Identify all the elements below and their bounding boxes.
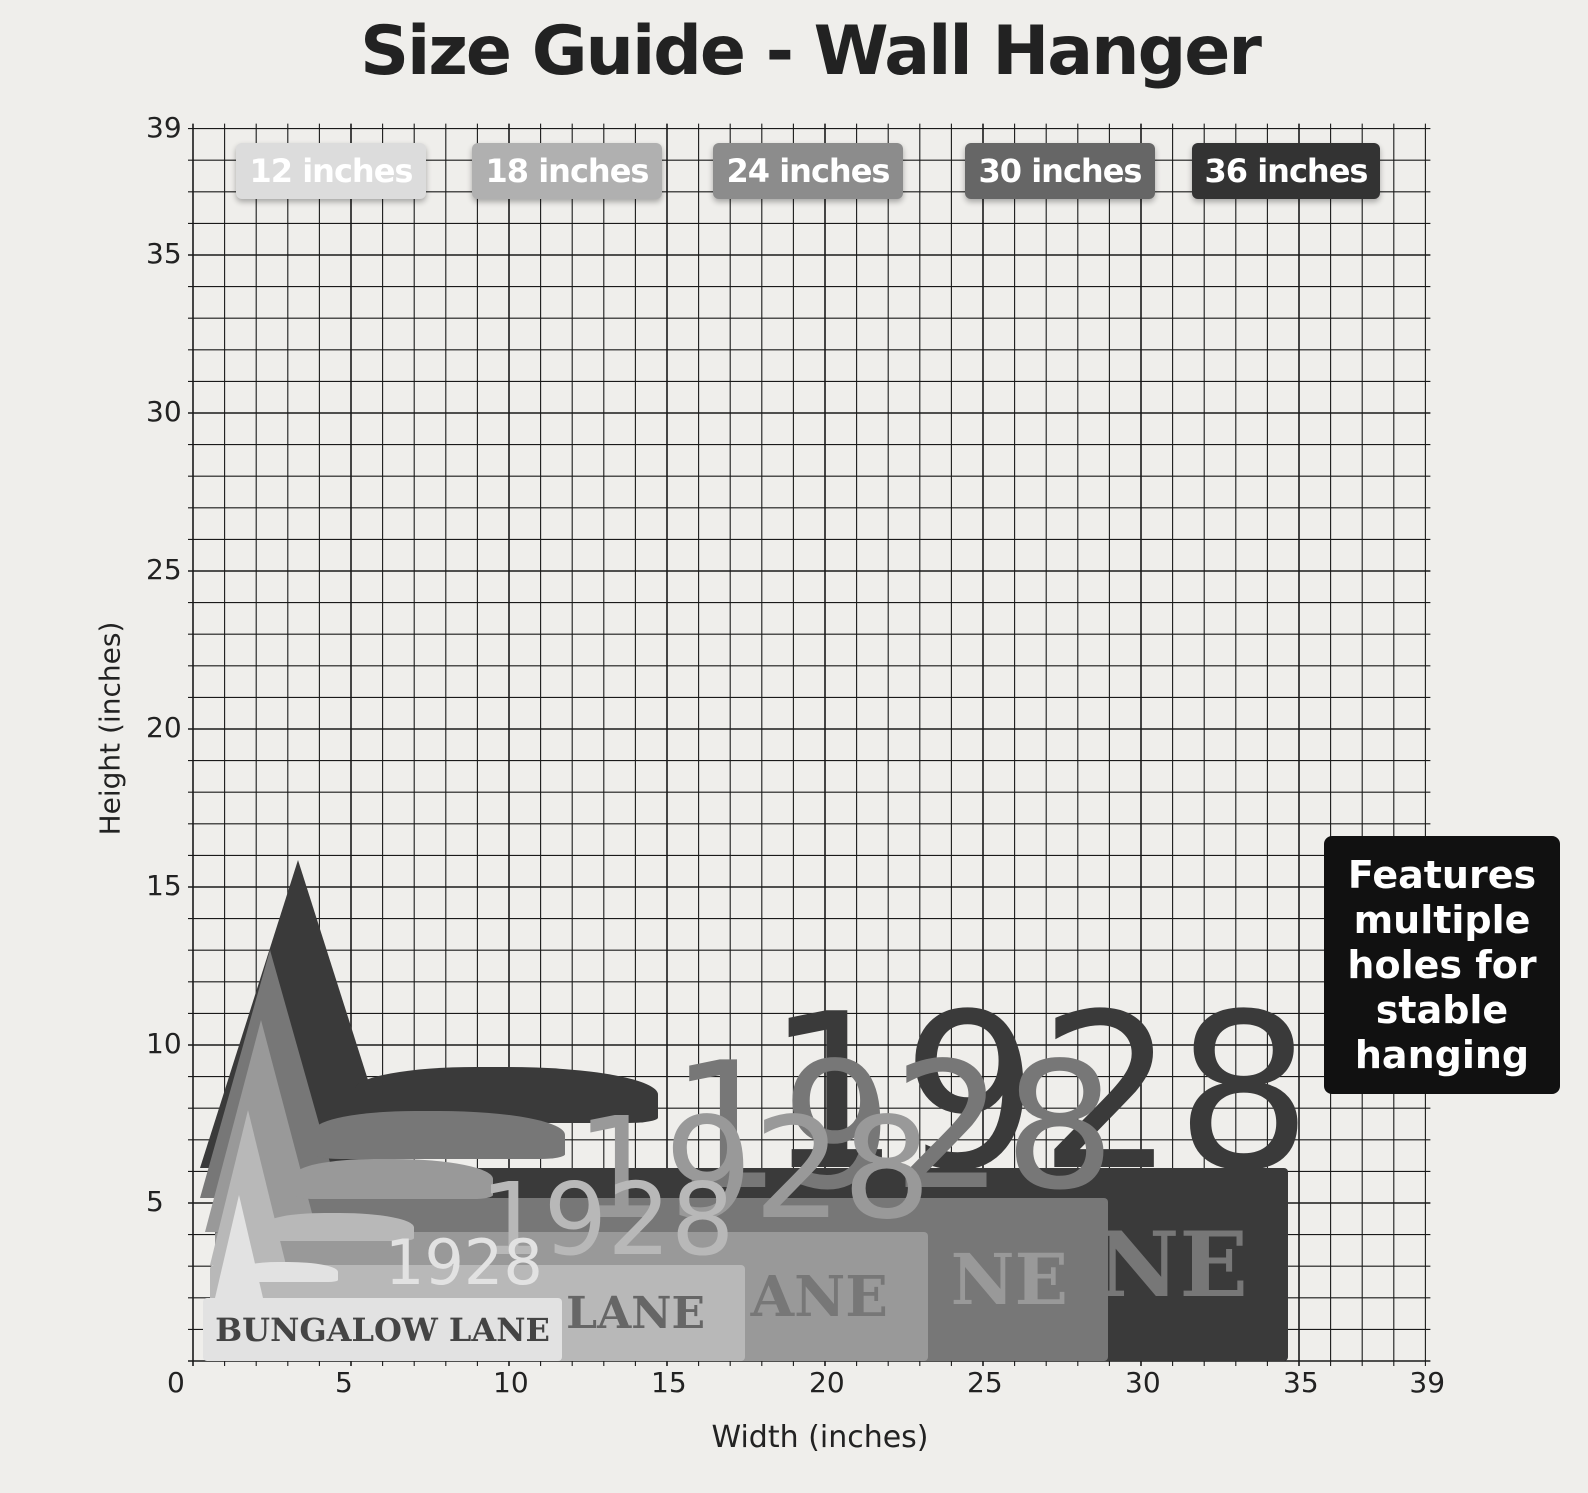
x-tick-label: 39 bbox=[1409, 1366, 1446, 1399]
x-tick-label: 25 bbox=[967, 1366, 1003, 1399]
feature-note: Features multiple holes for stable hangi… bbox=[1324, 836, 1560, 1094]
x-axis-label: Width (inches) bbox=[711, 1420, 929, 1455]
x-tick-label: 30 bbox=[1125, 1366, 1161, 1399]
y-tick-label: 25 bbox=[146, 553, 182, 586]
x-tick-label: 5 bbox=[335, 1366, 353, 1399]
y-tick-label: 5 bbox=[146, 1185, 164, 1218]
house-number: 1928 bbox=[575, 1088, 932, 1251]
size-badge: 12 inches bbox=[236, 143, 426, 199]
y-tick-label: 30 bbox=[146, 395, 182, 428]
house-number: 1928 bbox=[480, 1161, 735, 1278]
street-name: NE bbox=[950, 1238, 1068, 1321]
deer-silhouette bbox=[295, 1159, 493, 1200]
y-tick-label: 39 bbox=[146, 110, 182, 144]
house-number: 1928 bbox=[765, 967, 1313, 1218]
x-tick-label: 10 bbox=[493, 1366, 529, 1399]
size-badge: 18 inches bbox=[472, 143, 662, 199]
street-name: LANE bbox=[566, 1287, 705, 1339]
size-badge: 30 inches bbox=[965, 143, 1155, 199]
size-badge: 36 inches bbox=[1192, 143, 1380, 199]
size-badge: 24 inches bbox=[713, 143, 903, 199]
page-title: Size Guide - Wall Hanger bbox=[360, 12, 1262, 91]
deer-silhouette bbox=[315, 1111, 566, 1159]
y-tick-label: 10 bbox=[146, 1027, 182, 1060]
tree-silhouette bbox=[215, 1195, 263, 1298]
street-name: NE bbox=[1097, 1211, 1248, 1318]
x-tick-label: 20 bbox=[809, 1366, 845, 1399]
street-name: BUNGALOW LANE bbox=[215, 1310, 550, 1349]
x-tick-label: 15 bbox=[651, 1366, 687, 1399]
y-tick-label: 15 bbox=[146, 869, 182, 902]
y-tick-label: 20 bbox=[146, 711, 182, 744]
y-tick-label: 35 bbox=[146, 237, 182, 270]
x-tick-label: 0 bbox=[167, 1366, 185, 1399]
x-tick-label: 35 bbox=[1283, 1366, 1319, 1399]
deer-silhouette bbox=[265, 1212, 414, 1242]
house-number: 1928 bbox=[385, 1226, 543, 1299]
house-number: 1928 bbox=[670, 1026, 1116, 1229]
y-axis-label: Height (inches) bbox=[93, 621, 127, 836]
street-name: ANE bbox=[750, 1263, 888, 1330]
sign-plate: BUNGALOW LANE bbox=[203, 1298, 562, 1361]
deer-silhouette bbox=[238, 1261, 339, 1282]
